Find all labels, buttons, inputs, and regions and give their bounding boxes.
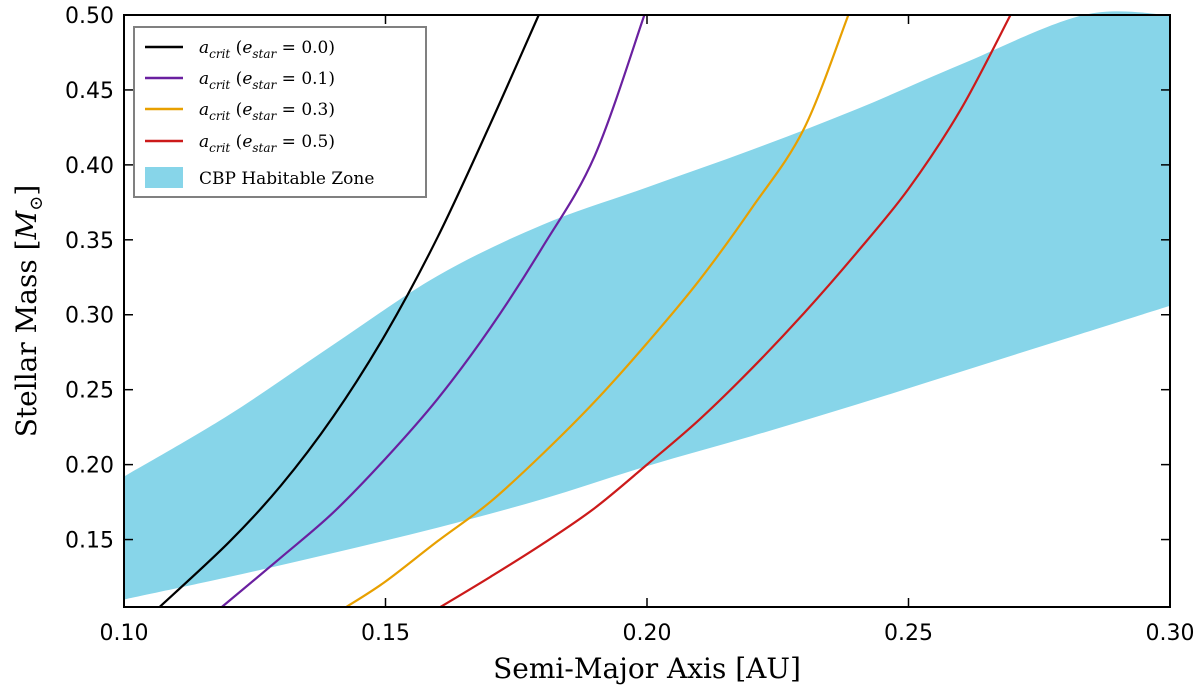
y-axis-label-symbol: M xyxy=(10,209,43,240)
y-tick-label: 0.40 xyxy=(65,154,114,179)
x-tick-label: 0.15 xyxy=(361,621,410,646)
legend-entry-label: CBP Habitable Zone xyxy=(199,169,374,189)
series-line-1 xyxy=(221,14,646,608)
legend-swatch-area xyxy=(145,167,183,188)
y-tick-label: 0.50 xyxy=(65,4,114,29)
x-axis-ticks: 0.10 0.15 0.20 0.25 0.30 xyxy=(100,15,1195,646)
y-tick-label: 0.15 xyxy=(65,529,114,554)
y-tick-label: 0.25 xyxy=(65,379,114,404)
x-tick-label: 0.25 xyxy=(884,621,933,646)
series-layer xyxy=(158,14,1012,608)
legend-entry-label: acrit (estar = 0.0) xyxy=(199,38,335,61)
y-tick-label: 0.45 xyxy=(65,79,114,104)
legend-entry-label: acrit (estar = 0.5) xyxy=(199,132,335,155)
y-axis-label-text: Stellar Mass [ xyxy=(10,239,43,437)
x-tick-label: 0.30 xyxy=(1146,621,1195,646)
y-tick-label: 0.20 xyxy=(65,454,114,479)
y-axis-ticks: 0.15 0.20 0.25 0.30 0.35 0.40 0.45 0.50 xyxy=(65,4,1170,554)
plot-area xyxy=(124,11,1170,608)
series-line-3 xyxy=(439,14,1012,608)
series-line-0 xyxy=(158,14,540,608)
y-axis-label-close: ] xyxy=(10,185,43,196)
y-axis-label: Stellar Mass [M⊙] xyxy=(10,185,47,438)
legend-entry-label: acrit (estar = 0.1) xyxy=(199,69,335,92)
x-tick-label: 0.10 xyxy=(100,621,149,646)
x-axis-label: Semi-Major Axis [AU] xyxy=(493,652,801,685)
svg-text:Stellar Mass [M⊙]: Stellar Mass [M⊙] xyxy=(10,185,47,438)
legend-entry-label: acrit (estar = 0.3) xyxy=(199,100,335,123)
x-tick-label: 0.20 xyxy=(623,621,672,646)
y-axis-label-sub: ⊙ xyxy=(26,196,47,211)
y-tick-label: 0.30 xyxy=(65,304,114,329)
series-line-2 xyxy=(345,14,850,608)
legend: acrit (estar = 0.0) acrit (estar = 0.1) ac… xyxy=(133,26,427,198)
habitable-zone-area xyxy=(124,11,1170,600)
y-tick-label: 0.35 xyxy=(65,229,114,254)
